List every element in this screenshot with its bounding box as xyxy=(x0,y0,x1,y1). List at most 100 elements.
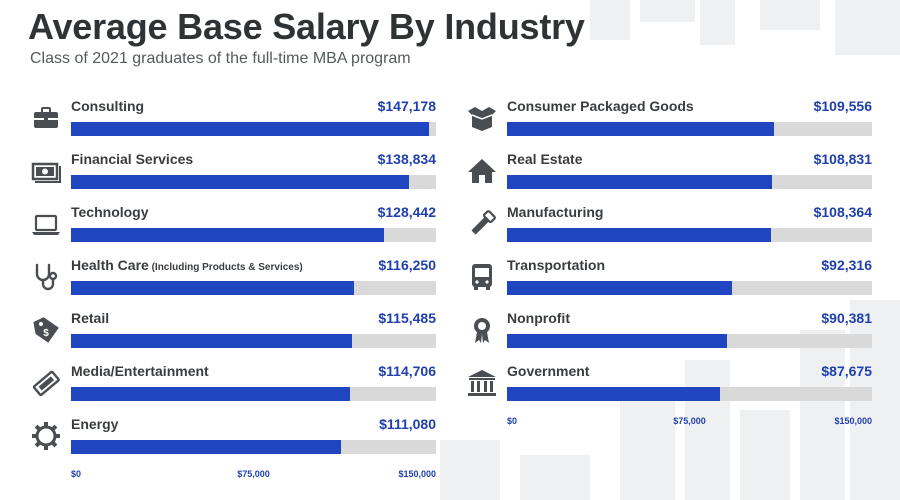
award-ribbon-icon xyxy=(466,314,498,346)
category-name: Government xyxy=(507,363,590,379)
svg-text:$: $ xyxy=(43,328,49,339)
bar-row: Health Care (Including Products & Servic… xyxy=(30,255,436,308)
category-label: Government xyxy=(507,363,589,379)
category-label: Nonprofit xyxy=(507,310,570,326)
category-name: Energy xyxy=(71,416,119,432)
category-label: Media/Entertainment xyxy=(71,363,209,379)
category-label: Consulting xyxy=(71,98,144,114)
tick-label: $75,000 xyxy=(673,416,706,426)
stethoscope-icon xyxy=(30,261,62,293)
category-label: Manufacturing xyxy=(507,204,603,220)
data-label: $114,706 xyxy=(378,363,436,379)
bar-track xyxy=(507,387,872,401)
category-name: Financial Services xyxy=(71,151,194,167)
bar-row: Manufacturing $108,364 xyxy=(466,202,872,255)
bar-track xyxy=(71,228,436,242)
briefcase-icon xyxy=(30,102,62,134)
bar-track xyxy=(507,122,872,136)
bar xyxy=(71,175,409,189)
bar xyxy=(71,228,384,242)
bar-row: Financial Services $138,834 xyxy=(30,149,436,202)
saw-icon xyxy=(466,208,498,240)
chart-subtitle: Class of 2021 graduates of the full-time… xyxy=(30,50,411,67)
bar xyxy=(71,334,352,348)
bar-row: Consumer Packaged Goods $109,556 xyxy=(466,96,872,149)
bar-row: Transportation $92,316 xyxy=(466,255,872,308)
category-name: Real Estate xyxy=(507,151,583,167)
ticket-icon xyxy=(30,367,62,399)
bar-track xyxy=(507,175,872,189)
bar-row: Media/Entertainment $114,706 xyxy=(30,361,436,414)
bus-icon xyxy=(466,261,498,293)
government-building-icon xyxy=(466,367,498,399)
x-axis: $0 $75,000 $150,000 xyxy=(507,414,872,430)
category-label: Transportation xyxy=(507,257,605,273)
data-label: $92,316 xyxy=(821,257,872,273)
category-name: Technology xyxy=(71,204,149,220)
data-label: $90,381 xyxy=(821,310,872,326)
laptop-icon xyxy=(30,208,62,240)
right-column: Consumer Packaged Goods $109,556 Real Esta… xyxy=(466,96,872,430)
data-label: $147,178 xyxy=(377,98,436,114)
bar-track xyxy=(71,440,436,454)
open-box-icon xyxy=(466,102,498,134)
bar-track xyxy=(507,281,872,295)
bar-row: Nonprofit $90,381 xyxy=(466,308,872,361)
category-label: Real Estate xyxy=(507,151,582,167)
tick-label: $75,000 xyxy=(237,469,270,479)
price-tag-icon: $ xyxy=(30,314,62,346)
data-label: $108,831 xyxy=(813,151,872,167)
bar-track xyxy=(71,175,436,189)
gear-icon xyxy=(30,420,62,452)
bar-row: $ Retail $115,485 xyxy=(30,308,436,361)
data-label: $108,364 xyxy=(813,204,872,220)
bar xyxy=(507,387,721,401)
tick-label: $0 xyxy=(507,416,518,426)
category-name: Consulting xyxy=(71,98,145,114)
data-label: $111,080 xyxy=(379,416,436,432)
bar-row: Government $87,675 xyxy=(466,361,872,414)
bar-track xyxy=(507,228,872,242)
data-label: $116,250 xyxy=(378,257,436,273)
category-name: Manufacturing xyxy=(507,204,604,220)
bar-track xyxy=(71,387,436,401)
category-label: Health Care (Including Products & Servic… xyxy=(71,257,303,273)
category-name: Health Care xyxy=(71,257,149,273)
data-label: $115,485 xyxy=(378,310,436,326)
bar xyxy=(507,281,732,295)
category-name: Media/Entertainment xyxy=(71,363,209,379)
tick-label: $0 xyxy=(71,469,82,479)
category-label: Energy xyxy=(71,416,118,432)
data-label: $138,834 xyxy=(377,151,436,167)
bar xyxy=(71,387,351,401)
bar-track xyxy=(71,281,436,295)
x-axis: $0 $75,000 $150,000 xyxy=(71,467,436,483)
category-label: Technology xyxy=(71,204,149,220)
category-label: Consumer Packaged Goods xyxy=(507,98,694,114)
tick-label: $150,000 xyxy=(398,469,436,479)
bar xyxy=(71,281,354,295)
chart-title: Average Base Salary By Industry xyxy=(28,6,585,47)
bar xyxy=(507,122,774,136)
bar-row: Technology $128,442 xyxy=(30,202,436,255)
category-note: (Including Products & Services) xyxy=(148,262,303,273)
money-icon xyxy=(30,155,62,187)
data-label: $109,556 xyxy=(813,98,872,114)
category-name: Transportation xyxy=(507,257,606,273)
house-icon xyxy=(466,155,498,187)
category-label: Retail xyxy=(71,310,109,326)
bar xyxy=(507,334,727,348)
category-name: Retail xyxy=(71,310,110,326)
bar xyxy=(507,175,772,189)
category-name: Nonprofit xyxy=(507,310,570,326)
bar-row: Energy $111,080 xyxy=(30,414,436,467)
category-name: Consumer Packaged Goods xyxy=(507,98,694,114)
bar-row: Consulting $147,178 xyxy=(30,96,436,149)
bar-track xyxy=(507,334,872,348)
data-label: $87,675 xyxy=(821,363,872,379)
bar xyxy=(71,122,430,136)
bar xyxy=(507,228,771,242)
category-label: Financial Services xyxy=(71,151,193,167)
bar-track xyxy=(71,122,436,136)
data-label: $128,442 xyxy=(377,204,436,220)
